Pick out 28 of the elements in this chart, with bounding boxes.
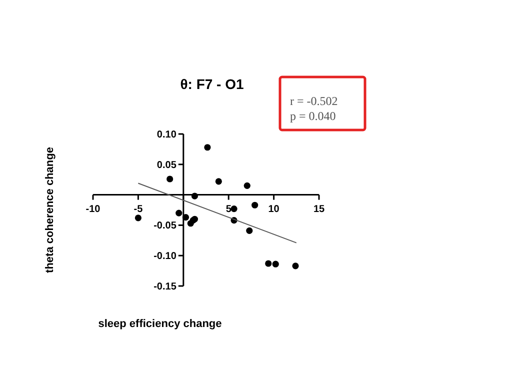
text: r = -0.502 p = 0.040 — [290, 94, 338, 123]
point — [215, 178, 222, 185]
y-tick-label: -0.15 — [154, 282, 177, 292]
x-axis-title: sleep efficiency change — [98, 318, 222, 330]
point — [182, 214, 190, 221]
y-tick-label: -0.05 — [154, 220, 177, 232]
point — [166, 176, 174, 182]
point — [265, 260, 272, 267]
x-tick-label: 10 — [268, 204, 280, 215]
y-tick-label: 0.10 — [156, 130, 177, 140]
y-tick-label: 0.05 — [156, 160, 177, 171]
point — [272, 260, 279, 268]
point — [191, 192, 198, 200]
x-tick-label: -10 — [86, 204, 101, 215]
point — [292, 262, 299, 270]
x-tick-label: -5 — [134, 204, 144, 215]
point — [230, 205, 238, 212]
point — [252, 202, 258, 208]
point — [244, 182, 250, 189]
y-axis-title: theta coherence change — [44, 147, 56, 273]
point — [204, 144, 211, 151]
x-tick-label: 15 — [313, 204, 325, 215]
chart-title: θ: F7 - O1 — [180, 76, 244, 92]
point — [134, 214, 142, 222]
point — [176, 210, 182, 216]
x-tick-label: 5 — [226, 204, 232, 215]
y-tick-label: -0.10 — [154, 251, 177, 262]
point — [246, 227, 253, 234]
